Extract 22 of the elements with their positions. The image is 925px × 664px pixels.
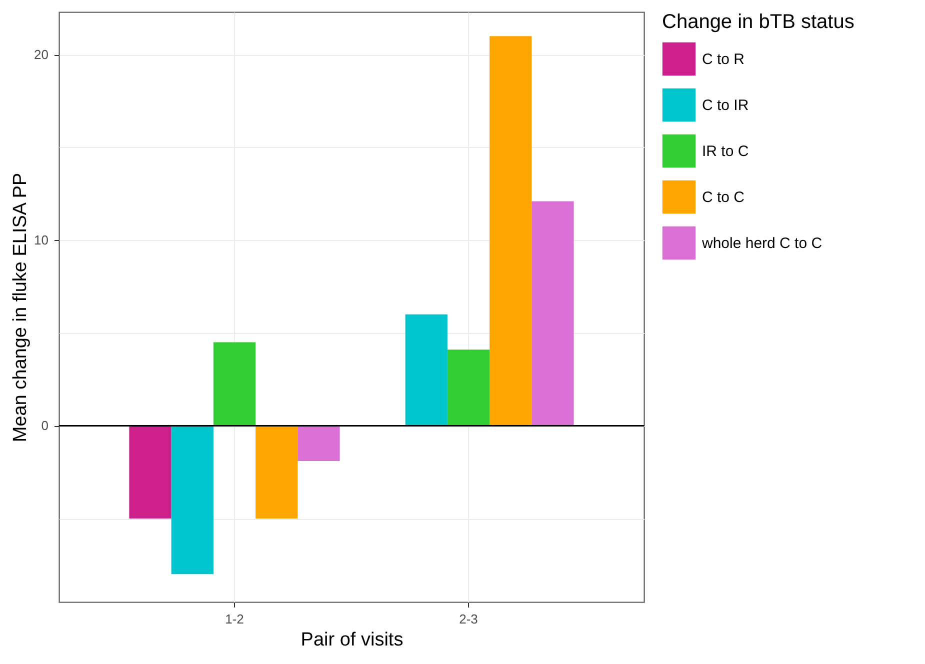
x-tick-label: 1-2 (225, 612, 244, 626)
y-tick-label: 20 (34, 47, 48, 62)
bar (298, 426, 340, 461)
legend-label: C to C (702, 189, 745, 206)
legend-label: C to R (702, 51, 745, 68)
y-tick-label: 10 (34, 232, 48, 248)
bar (171, 426, 214, 574)
bar (490, 36, 532, 426)
bar (532, 201, 574, 426)
x-tick-label: 2-3 (459, 612, 478, 626)
legend-label: IR to C (702, 143, 749, 160)
y-tick-label: 0 (41, 418, 48, 434)
bar (447, 350, 490, 426)
x-axis-title: Pair of visits (300, 630, 404, 650)
legend-title: Change in bTB status (662, 11, 854, 33)
bar (213, 342, 256, 426)
y-axis-title: Mean change in fluke ELISA PP (10, 172, 32, 442)
bar (129, 426, 172, 519)
bar (405, 314, 448, 426)
legend-label: C to IR (702, 97, 749, 114)
legend-label: whole herd C to C (701, 235, 822, 252)
bar (256, 426, 298, 519)
